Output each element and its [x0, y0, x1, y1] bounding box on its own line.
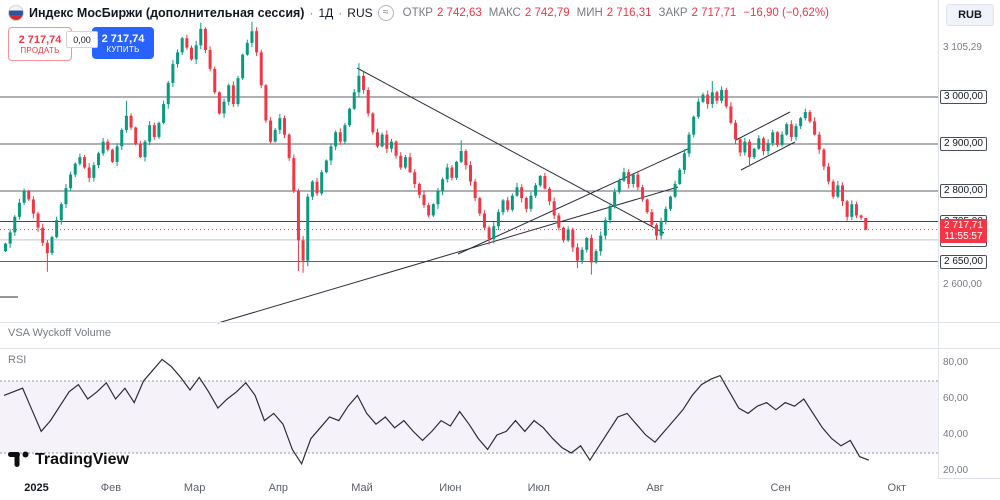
tradingview-logo-icon — [8, 451, 29, 467]
rsi-band — [0, 381, 938, 453]
symbol-title: Индекс МосБиржи (дополнительная сессия) — [29, 6, 305, 20]
sell-label: ПРОДАТЬ — [20, 45, 60, 55]
time-axis-label: Апр — [268, 482, 289, 494]
close-label: ЗАКР — [658, 7, 688, 19]
time-axis-label: Июн — [439, 482, 462, 494]
exchange-label: RUS — [347, 6, 373, 20]
buy-price: 2 717,74 — [101, 32, 145, 45]
trade-widget: 2 717,74 ПРОДАТЬ 0,00 2 717,74 КУПИТЬ — [8, 27, 154, 61]
low-value: 2 716,31 — [606, 7, 652, 19]
price-level-label: 2 650,00 — [940, 254, 987, 269]
high-label: МАКС — [488, 7, 521, 19]
approx-data-icon[interactable]: ≈ — [377, 5, 394, 21]
ohlc-values: ОТКР 2 742,63 МАКС 2 742,79 МИН 2 716,31… — [403, 7, 829, 19]
symbol-legend[interactable]: Индекс МосБиржи (дополнительная сессия) … — [8, 5, 829, 21]
high-value: 2 742,79 — [524, 7, 570, 19]
volume-indicator-label[interactable]: VSA Wyckoff Volume — [8, 327, 112, 339]
separator: · — [338, 6, 343, 20]
sell-button[interactable]: 2 717,74 ПРОДАТЬ — [8, 27, 72, 61]
russia-flag-icon — [8, 5, 24, 21]
close-value: 2 717,71 — [691, 7, 737, 19]
rsi-axis-label: 20,00 — [943, 465, 969, 476]
rsi-axis-label: 80,00 — [943, 357, 969, 368]
time-axis-label: Мар — [183, 482, 206, 494]
time-axis-label: Окт — [887, 482, 907, 494]
time-axis-label: Авг — [646, 482, 664, 494]
spread-value: 0,00 — [66, 31, 98, 48]
currency-button[interactable]: RUB — [946, 4, 994, 26]
sell-price: 2 717,74 — [18, 33, 62, 46]
buy-button[interactable]: 2 717,74 КУПИТЬ — [92, 27, 154, 59]
price-axis-label: 3 105,29 — [943, 41, 982, 53]
price-axis[interactable]: 3 105,29 2 600,00 3 000,00 2 900,00 2 800,00… — [938, 0, 1000, 478]
buy-label: КУПИТЬ — [106, 44, 140, 54]
open-label: ОТКР — [402, 7, 433, 19]
timeframe-label: 1Д — [318, 6, 334, 20]
time-axis[interactable]: 2025 Фев Мар Апр Май Июн Июл Авг Сен Окт — [0, 478, 938, 500]
low-label: МИН — [576, 7, 603, 19]
rsi-axis-label: 60,00 — [943, 393, 969, 404]
candlestick-series — [4, 21, 868, 275]
level-lines — [0, 96, 938, 262]
current-price-badge: 2 717,71 11:55:57 — [940, 218, 987, 243]
trendline-drawings[interactable] — [0, 67, 796, 324]
separator: · — [309, 6, 314, 20]
price-level-label: 2 900,00 — [940, 137, 987, 151]
price-level-label: 3 000,00 — [940, 90, 987, 104]
rsi-line — [3, 358, 870, 466]
tradingview-watermark[interactable]: TradingView — [8, 450, 129, 470]
open-value: 2 742,63 — [436, 7, 482, 19]
watermark-text: TradingView — [35, 451, 129, 468]
price-level-label: 2 800,00 — [940, 184, 987, 198]
time-axis-label: 2025 — [24, 482, 49, 494]
time-axis-label: Фев — [100, 482, 122, 494]
rsi-indicator-label[interactable]: RSI — [8, 354, 27, 366]
change-value: −16,90 (−0,62%) — [743, 7, 829, 19]
time-axis-label: Май — [351, 482, 373, 494]
time-axis-label: Сен — [770, 482, 791, 494]
time-axis-label: Июл — [527, 482, 550, 494]
price-axis-label: 2 600,00 — [943, 279, 982, 290]
rsi-axis-label: 40,00 — [943, 429, 969, 440]
